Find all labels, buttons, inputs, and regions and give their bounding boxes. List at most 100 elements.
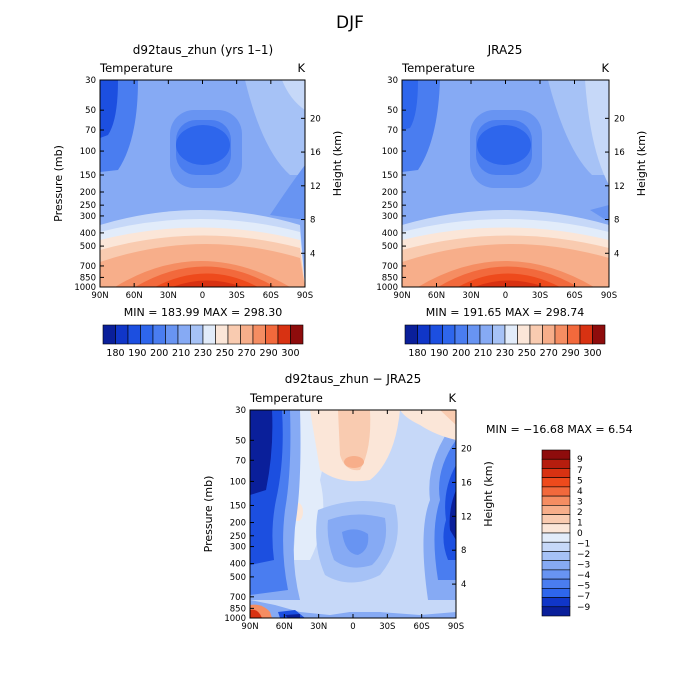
colorbar-label: 250 <box>216 348 234 359</box>
y-tick-label: 700 <box>382 262 398 272</box>
colorbar-label: 2 <box>577 508 583 518</box>
panel-reanalysis-title: JRA25 <box>487 43 523 57</box>
x-tick-label: 30N <box>462 291 479 301</box>
y-tick-label: 300 <box>230 543 246 553</box>
y-tick-label: 300 <box>80 212 96 222</box>
y-tick-label: 200 <box>230 519 246 529</box>
y-right-tick-label: 8 <box>310 216 315 226</box>
colorbar-label: 5 <box>577 476 583 486</box>
y-tick-label: 500 <box>382 242 398 252</box>
colorbar-swatch <box>227 324 241 345</box>
x-tick-label: 90S <box>297 291 313 301</box>
panel-model-subtitle-right: K <box>297 61 305 75</box>
colorbar-label: 290 <box>562 348 580 359</box>
x-tick-label: 60S <box>263 291 279 301</box>
colorbar-swatch <box>492 324 506 345</box>
colorbar-swatch <box>127 324 141 345</box>
y-tick-label: 250 <box>80 201 96 211</box>
colorbar-label: −1 <box>577 540 590 550</box>
y-tick-label: 1000 <box>74 283 96 293</box>
colorbar-swatch <box>165 324 179 345</box>
y-tick-label: 400 <box>80 229 96 239</box>
y-tick-label: 50 <box>387 106 398 116</box>
colorbar-swatch <box>277 324 291 345</box>
y-tick-label: 850 <box>230 604 246 614</box>
colorbar-label: 0 <box>577 529 583 539</box>
y-tick-label: 1000 <box>224 614 246 624</box>
panel-difference-minmax: MIN = −16.68 MAX = 6.54 <box>486 423 633 436</box>
colorbar-swatch <box>442 324 456 345</box>
colorbar-swatch <box>417 324 431 345</box>
colorbar-label: 7 <box>577 466 583 476</box>
y-right-tick-label: 8 <box>461 546 466 556</box>
colorbar-label: 4 <box>577 487 583 497</box>
y-tick-label: 500 <box>230 573 246 583</box>
x-tick-label: 90N <box>91 291 108 301</box>
y-right-tick-label: 12 <box>461 512 472 522</box>
colorbar-swatch <box>467 324 481 345</box>
y-axis-label: Pressure (mb) <box>52 145 65 222</box>
y-tick-label: 250 <box>382 201 398 211</box>
x-tick-label: 0 <box>350 622 355 632</box>
y-tick-label: 400 <box>382 229 398 239</box>
y-tick-label: 850 <box>382 273 398 283</box>
y-tick-label: 50 <box>85 106 96 116</box>
y-tick-label: 150 <box>382 171 398 181</box>
colorbar-label: 180 <box>106 348 124 359</box>
panel-difference-subtitle-left: Temperature <box>249 391 323 405</box>
y-right-tick-label: 12 <box>614 182 625 192</box>
y-tick-label: 100 <box>80 147 96 157</box>
y-tick-label: 200 <box>382 188 398 198</box>
y-tick-label: 30 <box>235 406 246 416</box>
colorbar-swatch <box>541 477 571 488</box>
y-tick-label: 70 <box>85 126 96 136</box>
colorbar-label: 230 <box>496 348 514 359</box>
x-tick-label: 60S <box>566 291 582 301</box>
panel-model-field <box>100 80 305 287</box>
colorbar-swatch <box>202 324 216 345</box>
colorbar-swatch <box>541 523 571 534</box>
y-right-tick-label: 4 <box>461 580 466 590</box>
x-tick-label: 30N <box>160 291 177 301</box>
colorbar-swatch <box>152 324 166 345</box>
panel-reanalysis: JRA25 Temperature K 90N 60N 30N 0 30S 60S 90S 3… <box>376 43 648 359</box>
colorbar-label: 230 <box>194 348 212 359</box>
y-tick-label: 700 <box>80 262 96 272</box>
colorbar-swatch <box>541 532 571 543</box>
colorbar-swatch <box>541 468 571 478</box>
colorbar-swatch <box>542 324 556 345</box>
panel-difference-subtitle-right: K <box>448 391 456 405</box>
colorbar-swatch <box>541 560 571 571</box>
colorbar-label: 200 <box>452 348 470 359</box>
y-tick-label: 50 <box>235 436 246 446</box>
x-tick-label: 90N <box>393 291 410 301</box>
colorbar-label: 190 <box>430 348 448 359</box>
y-right-tick-label: 16 <box>310 148 321 158</box>
colorbar-swatch <box>541 486 571 497</box>
x-tick-label: 0 <box>200 291 205 301</box>
x-tick-label: 30N <box>310 622 327 632</box>
colorbar-swatch <box>102 324 116 345</box>
x-tick-label: 0 <box>503 291 508 301</box>
y-right-tick-label: 16 <box>614 148 625 158</box>
colorbar-label: 190 <box>128 348 146 359</box>
panel-reanalysis-colorbar: 180 190 200 210 230 250 270 290 300 <box>404 324 606 359</box>
colorbar-swatch <box>252 324 266 345</box>
y-right-tick-label: 4 <box>310 249 315 259</box>
colorbar-swatch <box>541 569 571 580</box>
x-tick-label: 60N <box>276 622 293 632</box>
colorbar-label: 200 <box>150 348 168 359</box>
colorbar-label: −3 <box>577 561 590 571</box>
colorbar-swatch <box>190 324 204 345</box>
y-tick-label: 30 <box>85 76 96 86</box>
y-tick-label: 300 <box>382 212 398 222</box>
y-tick-label: 500 <box>80 242 96 252</box>
y-tick-label: 30 <box>387 76 398 86</box>
panel-difference-axes: 90N 60N 30N 0 30S 60S 90S 30 50 70 100 150 200 250300… <box>202 406 495 632</box>
colorbar-swatch <box>115 324 129 345</box>
y-right-axis-label: Height (km) <box>482 461 495 527</box>
colorbar-label: 210 <box>474 348 492 359</box>
y-right-tick-label: 20 <box>461 445 472 455</box>
